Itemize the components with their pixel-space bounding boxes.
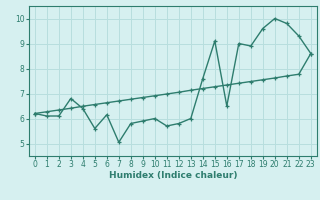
X-axis label: Humidex (Indice chaleur): Humidex (Indice chaleur) (108, 171, 237, 180)
